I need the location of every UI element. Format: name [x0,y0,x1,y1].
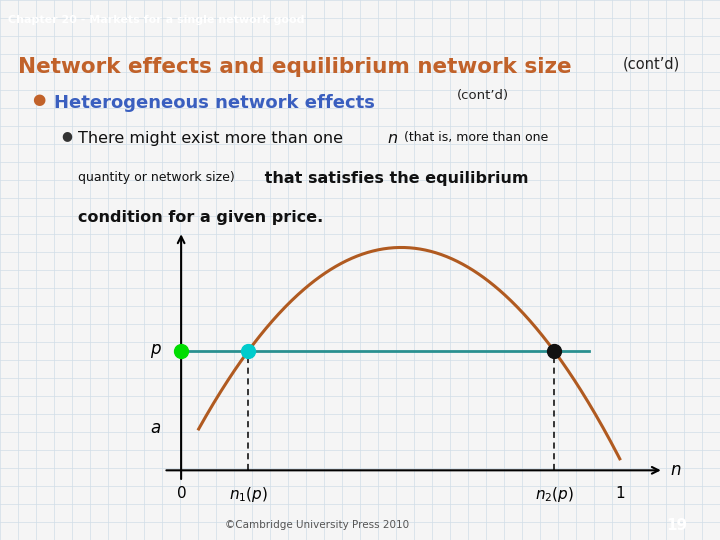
Text: Heterogeneous network effects: Heterogeneous network effects [54,94,375,112]
Text: $n_1(p)$: $n_1(p)$ [229,485,268,504]
Text: Chapter 20 - Markets for a single network good: Chapter 20 - Markets for a single networ… [8,16,305,25]
Text: (that is, more than one: (that is, more than one [400,131,548,144]
Text: Network effects and equilibrium network size: Network effects and equilibrium network … [18,57,572,77]
Text: ©Cambridge University Press 2010: ©Cambridge University Press 2010 [225,520,409,530]
Text: 19: 19 [666,518,688,532]
Text: There might exist more than one: There might exist more than one [78,131,348,146]
Text: $p$: $p$ [150,342,161,360]
Text: (cont’d): (cont’d) [623,57,680,72]
Text: quantity or network size): quantity or network size) [78,171,235,184]
Text: condition for a given price.: condition for a given price. [78,210,323,225]
Text: $1$: $1$ [615,485,625,501]
Text: $a$: $a$ [150,421,161,437]
Text: that satisfies the equilibrium: that satisfies the equilibrium [259,171,528,186]
Text: (cont’d): (cont’d) [457,89,509,102]
Text: ●: ● [61,129,72,142]
Text: ●: ● [32,92,45,107]
Text: $0$: $0$ [176,485,186,501]
Text: $n$: $n$ [670,462,682,479]
Text: $n_2(p)$: $n_2(p)$ [534,485,574,504]
Text: n: n [387,131,397,146]
